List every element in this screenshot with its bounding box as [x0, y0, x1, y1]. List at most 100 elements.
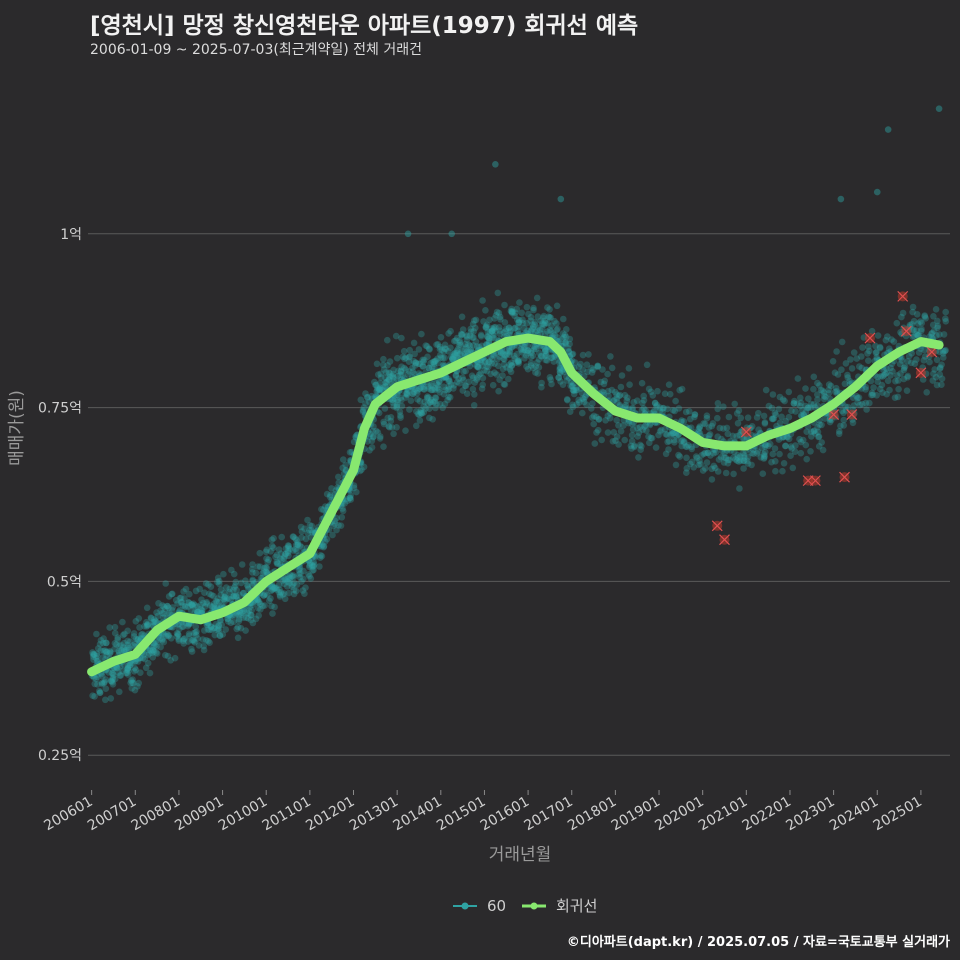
scatter-point: [482, 324, 490, 331]
scatter-point: [339, 505, 346, 512]
scatter-point: [432, 394, 440, 402]
scatter-point: [462, 367, 469, 375]
scatter-point: [290, 573, 298, 581]
scatter-point: [496, 330, 504, 338]
scatter-point: [99, 672, 106, 680]
scatter-point: [382, 379, 389, 387]
scatter-point: [221, 594, 228, 601]
scatter-point: [441, 341, 449, 349]
scatter-point: [494, 355, 501, 363]
scatter-point: [402, 366, 409, 373]
scatter-point: [697, 460, 704, 468]
scatter-point: [433, 380, 440, 387]
scatter-point: [575, 396, 582, 404]
scatter-point: [425, 383, 432, 390]
scatter-point: [822, 393, 829, 401]
scatter-point: [109, 674, 116, 682]
scatter-point: [454, 378, 461, 386]
scatter-point: [418, 330, 425, 338]
scatter-point: [347, 492, 355, 499]
scatter-point: [409, 390, 417, 398]
scatter-point: [890, 338, 898, 345]
scatter-point: [255, 612, 262, 619]
scatter-point: [421, 398, 429, 406]
scatter-point: [508, 308, 516, 315]
scatter-point: [553, 320, 560, 327]
scatter-point: [678, 442, 685, 450]
scatter-point: [162, 651, 169, 659]
scatter-point: [96, 687, 103, 695]
scatter-point: [854, 399, 861, 406]
scatter-point: [198, 607, 206, 615]
scatter-point: [246, 603, 253, 611]
scatter-point: [922, 315, 929, 322]
scatter-point: [622, 401, 629, 409]
scatter-point: [240, 589, 247, 597]
scatter-point: [511, 325, 518, 332]
scatter-point: [821, 395, 828, 403]
scatter-point: [162, 605, 169, 612]
scatter-point: [762, 386, 770, 394]
scatter-point: [472, 316, 480, 324]
scatter-point: [186, 632, 193, 639]
scatter-point: [132, 635, 140, 643]
scatter-point: [506, 328, 514, 336]
scatter-point: [310, 566, 317, 574]
scatter-point: [368, 437, 376, 445]
scatter-point: [815, 433, 823, 440]
scatter-point: [886, 386, 893, 394]
scatter-point: [462, 382, 470, 390]
scatter-point: [455, 375, 463, 382]
scatter-point: [584, 368, 591, 376]
scatter-point: [185, 630, 193, 638]
scatter-point: [190, 600, 197, 607]
x-tick-label: 202401: [827, 794, 881, 835]
scatter-point: [124, 671, 132, 678]
scatter-point: [434, 359, 442, 367]
scatter-point: [126, 662, 134, 669]
scatter-point: [662, 450, 670, 458]
scatter-point: [678, 417, 685, 424]
scatter-point: [305, 571, 312, 578]
scatter-point: [414, 410, 422, 418]
scatter-point: [395, 367, 402, 375]
scatter-point: [308, 527, 315, 534]
legend: 60 회귀선: [453, 897, 597, 915]
scatter-point: [294, 541, 302, 548]
scatter-point: [146, 646, 154, 653]
scatter-point: [190, 629, 198, 637]
scatter-point: [276, 593, 284, 600]
scatter-point: [577, 360, 584, 368]
scatter-point: [229, 612, 236, 619]
scatter-point: [417, 407, 425, 414]
scatter-point: [230, 592, 237, 600]
scatter-point: [563, 377, 571, 384]
scatter-point: [335, 473, 342, 481]
highlighted-point: [900, 325, 912, 337]
scatter-point: [432, 357, 440, 365]
scatter-point: [441, 354, 449, 362]
scatter-point: [263, 564, 271, 572]
scatter-point: [194, 635, 202, 642]
scatter-point: [493, 308, 501, 316]
scatter-point: [486, 335, 493, 342]
scatter-point: [492, 323, 499, 331]
x-axis-title: 거래년월: [489, 845, 552, 865]
scatter-point: [286, 577, 293, 584]
scatter-point: [249, 569, 256, 576]
scatter-point: [210, 625, 217, 632]
scatter-point: [141, 655, 148, 663]
scatter-point: [298, 544, 306, 551]
scatter-point: [463, 333, 471, 340]
scatter-point: [185, 599, 192, 606]
scatter-point: [647, 434, 655, 442]
scatter-point: [879, 373, 886, 380]
scatter-point: [515, 319, 522, 327]
scatter-point: [160, 610, 167, 617]
scatter-point: [341, 500, 349, 507]
scatter-point: [284, 578, 291, 586]
scatter-point: [302, 535, 310, 543]
scatter-point: [458, 331, 465, 339]
scatter-point: [533, 359, 541, 366]
highlighted-point: [897, 290, 909, 302]
